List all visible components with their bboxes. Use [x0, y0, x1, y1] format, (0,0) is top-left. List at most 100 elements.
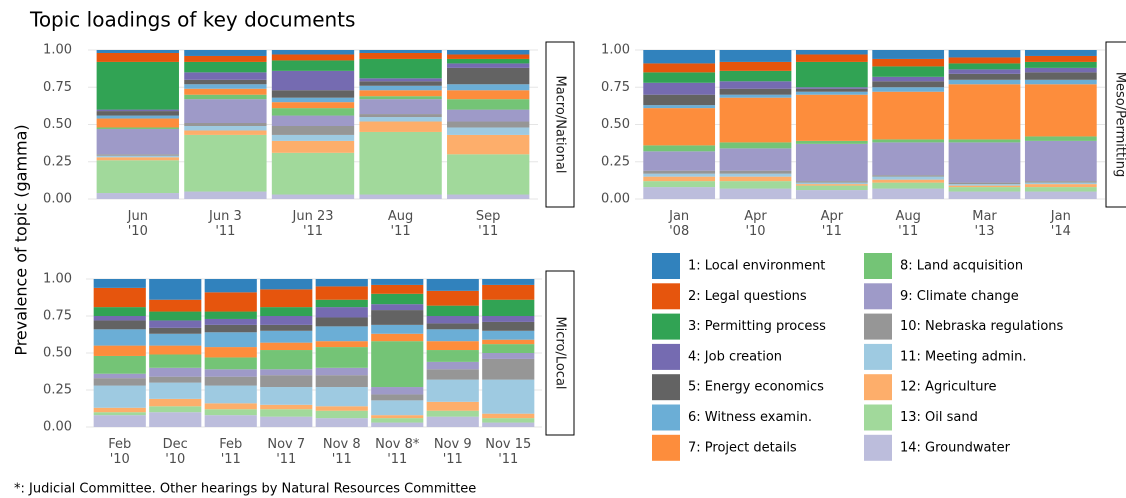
bar-segment — [447, 99, 530, 110]
bar-segment — [872, 91, 945, 140]
bar-segment — [271, 134, 355, 141]
bar-segment — [204, 318, 257, 325]
bar-segment — [482, 339, 535, 345]
bar-segment — [447, 194, 530, 199]
bar-segment — [872, 81, 945, 88]
bar-segment — [149, 320, 202, 328]
bar-segment — [315, 317, 368, 327]
bar-segment — [482, 316, 535, 322]
bar-segment — [96, 193, 179, 199]
legend-swatch — [652, 313, 680, 340]
bar-segment — [271, 54, 355, 61]
bar-segment — [795, 91, 868, 95]
bar-segment — [371, 279, 424, 285]
bar-segment — [260, 416, 313, 427]
bar-segment — [1024, 84, 1097, 137]
legend-swatch — [864, 434, 892, 461]
legend-label: 10: Nebraska regulations — [900, 319, 1064, 334]
bar-segment — [149, 398, 202, 407]
bar-segment — [872, 139, 945, 143]
bar-segment — [371, 418, 424, 423]
bar-segment — [149, 367, 202, 377]
y-tick-label: 1.00 — [601, 43, 630, 58]
bar-segment — [719, 173, 792, 177]
bar-segment — [260, 404, 313, 410]
bar-segment — [447, 121, 530, 128]
facet-strip — [545, 270, 575, 436]
bar-segment — [795, 182, 868, 185]
x-tick-label: Nov 8* '11 — [375, 437, 420, 467]
facet-label: Micro/Local — [553, 316, 568, 389]
bar-segment — [204, 324, 257, 333]
bar-segment — [93, 316, 146, 321]
bar-segment — [872, 175, 945, 177]
bar-segment — [1024, 55, 1097, 62]
bar-segment — [184, 72, 267, 80]
bar-segment — [1024, 187, 1097, 192]
legend-swatch — [864, 343, 892, 370]
bar-segment — [359, 117, 442, 122]
bar-segment — [371, 304, 424, 311]
legend-swatch — [652, 283, 680, 310]
bar-segment — [948, 73, 1021, 80]
bar-segment — [1024, 140, 1097, 182]
bar-segment — [149, 279, 202, 300]
bar-segment — [426, 290, 479, 306]
bar-segment — [447, 50, 530, 55]
bar-segment — [719, 70, 792, 82]
bar-segment — [204, 385, 257, 404]
bar-segment — [795, 185, 868, 191]
bar-segment — [1024, 136, 1097, 141]
bar-segment — [719, 142, 792, 149]
bar-segment — [643, 94, 716, 106]
bar-segment — [948, 142, 1021, 183]
bar-segment — [149, 327, 202, 334]
bar-segment — [447, 134, 530, 155]
bar-segment — [643, 105, 716, 109]
legend-label: 13: Oil sand — [900, 410, 978, 425]
bar-segment — [96, 157, 179, 161]
bar-segment — [948, 185, 1021, 188]
bar-segment — [643, 173, 716, 177]
legend-label: 7: Project details — [688, 440, 797, 455]
bar-segment — [482, 330, 535, 340]
legend-swatch — [652, 374, 680, 401]
bar-segment — [315, 347, 368, 368]
bar-segment — [1024, 61, 1097, 68]
bar-segment — [315, 418, 368, 427]
facet-label: Meso/Permitting — [1113, 72, 1126, 177]
bar-segment — [359, 96, 442, 100]
bar-segment — [719, 50, 792, 62]
bar-segment — [315, 279, 368, 287]
bar-segment — [96, 115, 179, 119]
bar-segment — [96, 50, 179, 53]
bar-segment — [204, 279, 257, 293]
bar-segment — [359, 78, 442, 82]
bar-segment — [315, 286, 368, 300]
bar-segment — [872, 50, 945, 59]
bar-segment — [1024, 191, 1097, 199]
legend-label: 4: Job creation — [688, 349, 782, 364]
x-tick-label: Aug '11 — [387, 209, 414, 239]
bar-segment — [315, 406, 368, 411]
bar-segment — [872, 76, 945, 82]
bar-segment — [204, 347, 257, 358]
bar-segment — [260, 289, 313, 308]
bar-segment — [260, 387, 313, 405]
bar-segment — [482, 321, 535, 331]
bar-segment — [271, 108, 355, 116]
bar-segment — [719, 61, 792, 71]
bar-segment — [719, 88, 792, 95]
bar-segment — [371, 284, 424, 294]
bar-segment — [795, 50, 868, 55]
bar-segment — [184, 55, 267, 62]
bar-segment — [872, 188, 945, 199]
bar-segment — [872, 142, 945, 176]
legend-label: 1: Local environment — [688, 259, 825, 274]
bar-segment — [371, 422, 424, 427]
legend-label: 12: Agriculture — [900, 380, 997, 395]
x-tick-label: Mar '13 — [972, 209, 997, 239]
bar-segment — [872, 66, 945, 77]
bar-segment — [96, 118, 179, 128]
bar-segment — [260, 350, 313, 370]
